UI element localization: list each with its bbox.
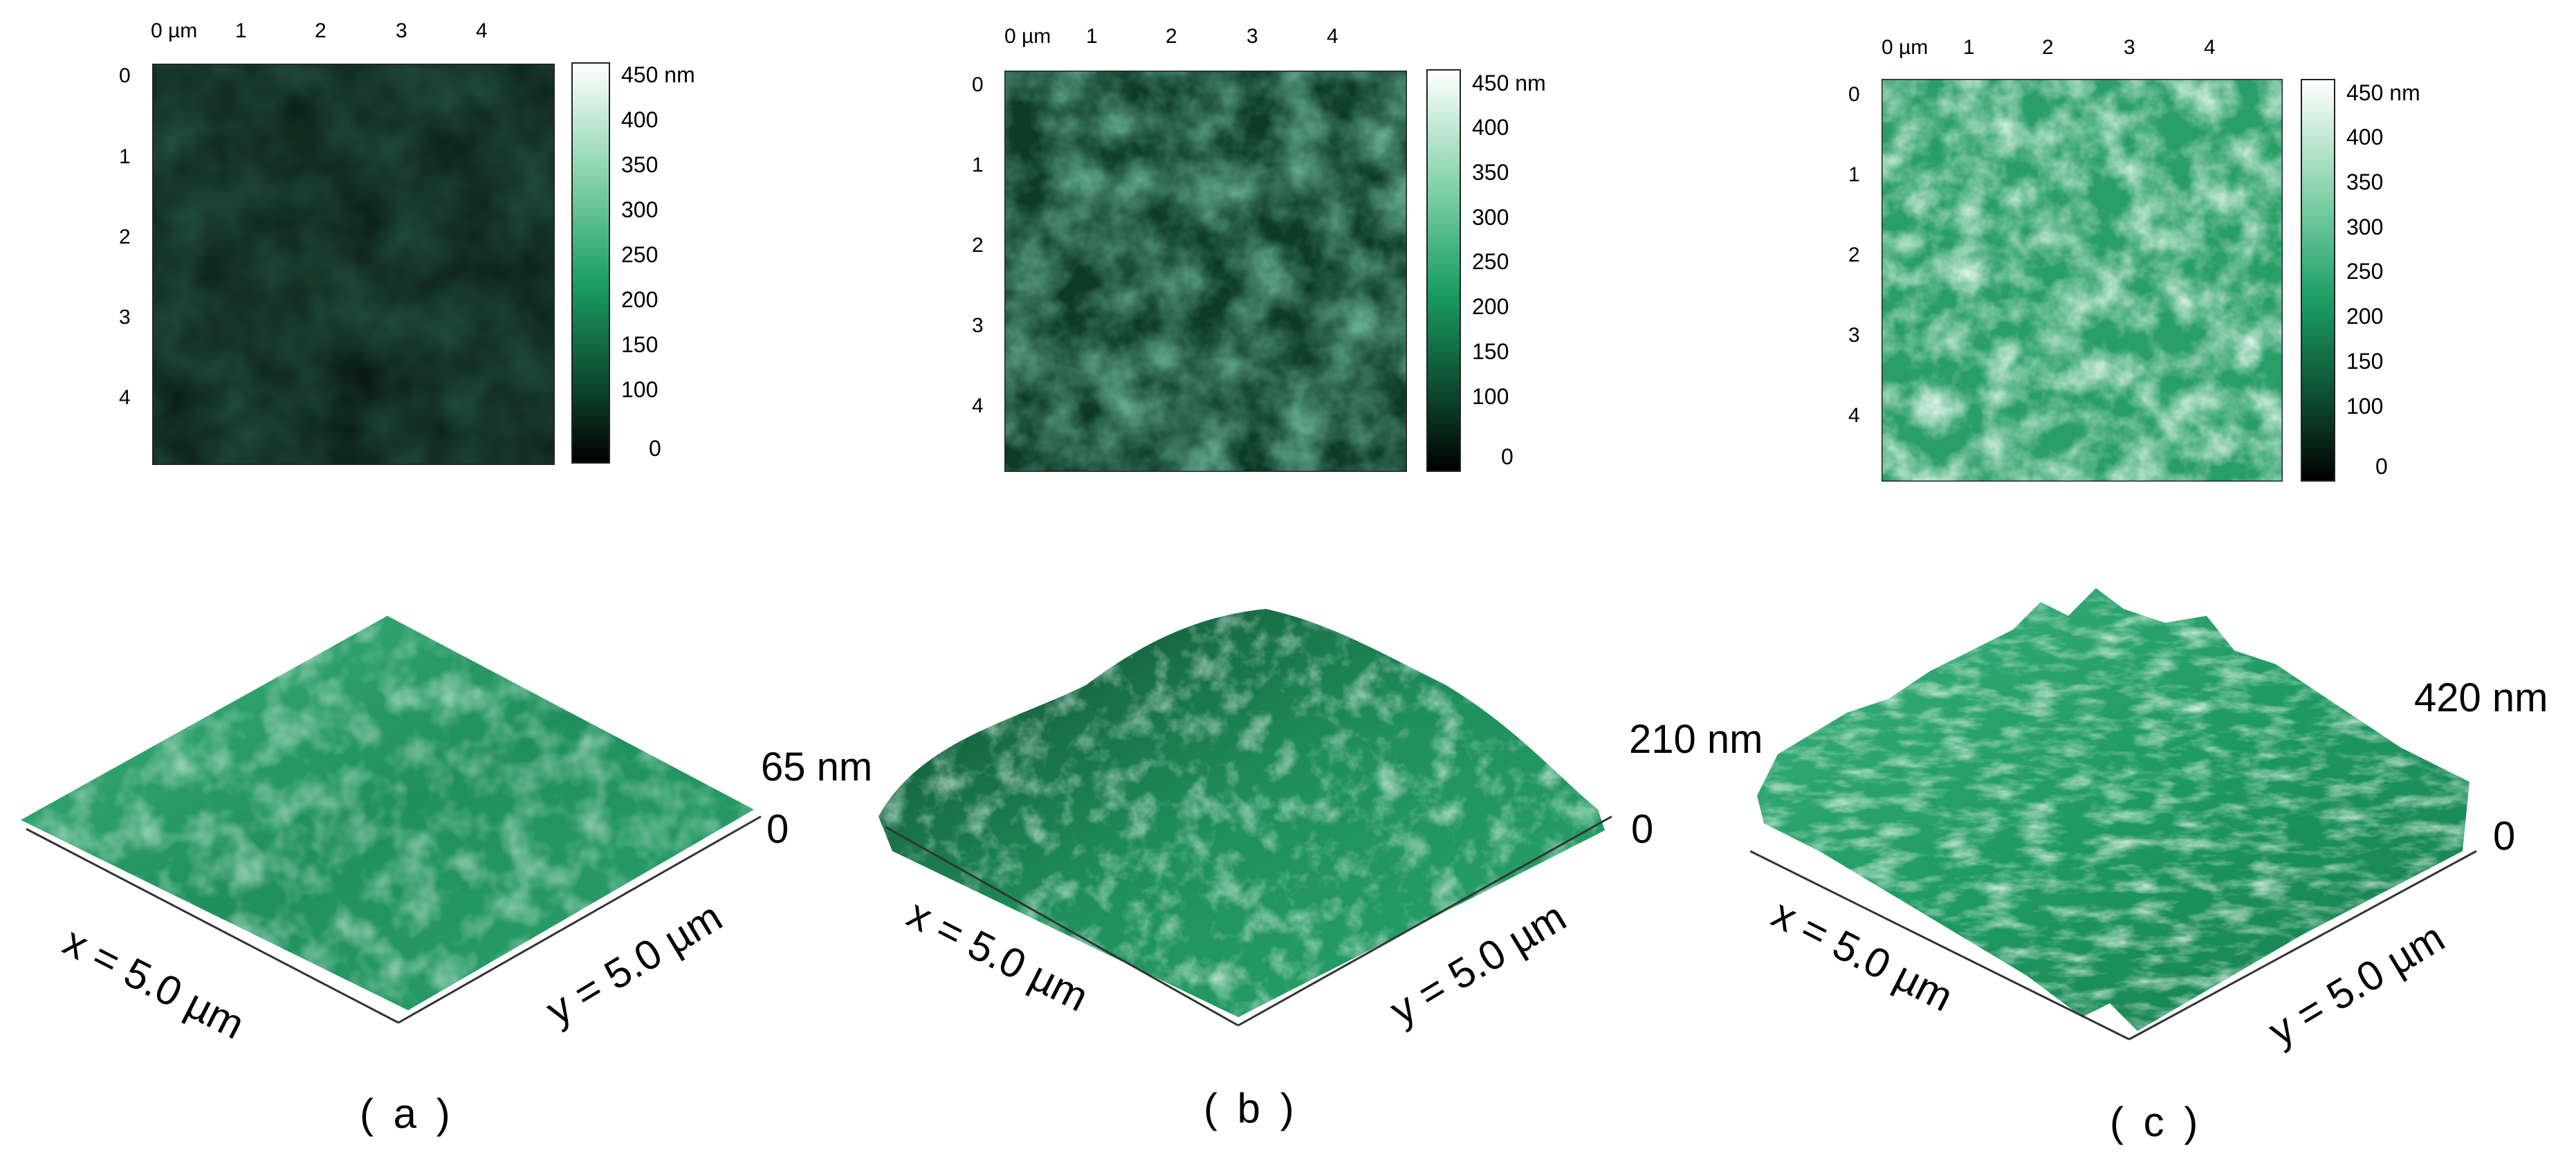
- colorbar-label: 0: [649, 436, 661, 461]
- x-tick: 0 µm: [1004, 25, 1051, 48]
- y-tick: 2: [1848, 244, 1860, 266]
- y-tick: 4: [972, 394, 984, 417]
- zero-label-a: 0: [766, 807, 789, 852]
- x-tick: 4: [2204, 36, 2216, 59]
- colorbar-label: 450 nm: [621, 62, 695, 87]
- colorbar-label: 350: [1472, 160, 1509, 185]
- afm-3d-surface-c: [1750, 574, 2497, 1045]
- height-label-a: 65 nm: [761, 745, 873, 790]
- colorbar-label: 250: [1472, 249, 1509, 274]
- x-tick: 2: [2042, 36, 2054, 59]
- panel-caption-c: ( c ): [2110, 1099, 2202, 1145]
- panel-caption-a: ( a ): [360, 1091, 454, 1137]
- colorbar-label: 200: [621, 287, 659, 312]
- colorbar-label: 350: [621, 152, 659, 177]
- x-tick: 0 µm: [151, 19, 198, 42]
- x-tick: 1: [1086, 25, 1098, 48]
- y-tick: 1: [972, 154, 984, 176]
- colorbar-label: 250: [621, 242, 659, 267]
- zero-label-c: 0: [2493, 814, 2516, 859]
- colorbar-label: 100: [621, 377, 659, 402]
- afm-3d-render-c: [1750, 588, 2477, 1041]
- height-label-c: 420 nm: [2414, 675, 2548, 720]
- colorbar-label: 150: [1472, 339, 1509, 364]
- colorbar-label: 400: [2346, 125, 2384, 149]
- x-tick: 4: [476, 19, 488, 42]
- x-tick: 3: [396, 19, 407, 42]
- colorbar-label: 100: [1472, 384, 1509, 409]
- y-tick: 1: [119, 145, 131, 168]
- y-tick: 4: [1848, 404, 1860, 427]
- afm-3d-render-a: [21, 616, 762, 1024]
- y-tick: 2: [972, 234, 984, 257]
- colorbar-label: 300: [621, 197, 659, 222]
- x-tick: 3: [2124, 36, 2135, 59]
- y-tick: 0: [1848, 83, 1860, 106]
- colorbar-label: 0: [2375, 454, 2388, 479]
- colorbar-label: 400: [621, 107, 659, 132]
- y-tick: 3: [1848, 324, 1860, 347]
- afm-3d-render-b: [878, 609, 1612, 1027]
- y-tick: 3: [972, 314, 984, 337]
- x-tick: 1: [235, 19, 247, 42]
- colorbar-label: 450 nm: [2346, 80, 2420, 105]
- afm-3d-surface-a: [21, 609, 782, 1024]
- colorbar-b: [1426, 69, 1461, 472]
- x-tick: 1: [1963, 36, 1975, 59]
- colorbar-label: 450 nm: [1472, 71, 1546, 95]
- colorbar-label: 250: [2346, 259, 2384, 284]
- colorbar-label: 350: [2346, 170, 2384, 194]
- colorbar-label: 150: [2346, 349, 2384, 374]
- y-tick: 0: [972, 73, 984, 96]
- colorbar-label: 200: [2346, 304, 2384, 329]
- x-tick: 0 µm: [1882, 36, 1929, 59]
- afm-2d-map-a: [152, 64, 555, 465]
- panel-caption-b: ( b ): [1204, 1085, 1298, 1131]
- colorbar-label: 100: [2346, 394, 2384, 419]
- afm-2d-image-c: [1882, 79, 2283, 482]
- colorbar-label: 0: [1501, 444, 1514, 469]
- colorbar-label: 200: [1472, 294, 1509, 319]
- x-tick: 2: [1166, 25, 1177, 48]
- afm-2d-map-c: [1882, 79, 2283, 482]
- y-tick: 3: [119, 306, 131, 329]
- y-tick: 4: [119, 386, 131, 409]
- afm-3d-surface-b: [878, 602, 1626, 1031]
- afm-2d-image-a: [152, 64, 555, 465]
- zero-label-b: 0: [1631, 807, 1654, 852]
- x-tick: 4: [1327, 25, 1338, 48]
- y-tick: 1: [1848, 163, 1860, 186]
- colorbar-c: [2301, 79, 2335, 482]
- colorbar-label: 400: [1472, 115, 1509, 140]
- colorbar-label: 300: [1472, 205, 1509, 230]
- colorbar-label: 150: [621, 332, 659, 357]
- colorbar-a: [571, 62, 610, 464]
- colorbar-label: 300: [2346, 215, 2384, 239]
- y-tick: 2: [119, 226, 131, 248]
- afm-2d-image-b: [1004, 71, 1407, 472]
- y-tick: 0: [119, 64, 131, 87]
- afm-2d-map-b: [1004, 71, 1407, 472]
- height-label-b: 210 nm: [1629, 717, 1763, 762]
- x-tick: 2: [315, 19, 326, 42]
- x-tick: 3: [1246, 25, 1258, 48]
